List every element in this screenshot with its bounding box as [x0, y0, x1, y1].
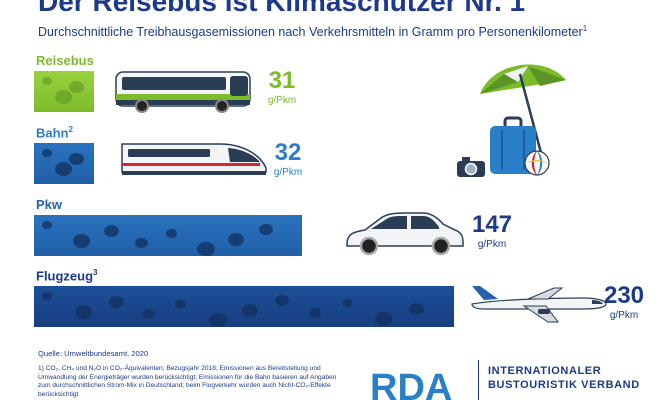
smoke-puff — [68, 153, 84, 165]
bus-icon — [115, 71, 251, 113]
smoke-puff — [68, 81, 84, 93]
footnotes: Quelle: Umweltbundesamt, 2020 1) CO₂, CH… — [38, 349, 338, 400]
airplane-icon — [471, 286, 607, 323]
car-icon — [346, 212, 464, 256]
rda-logo: RDA — [370, 367, 452, 400]
value-label-pkw: 147 — [471, 211, 513, 238]
unit-label-pkw: g/Pkm — [477, 239, 507, 250]
source-note: Quelle: Umweltbundesamt, 2020 — [38, 349, 149, 358]
page-title: Der Reisebus ist Klimaschützer Nr. 1 — [38, 0, 526, 17]
smoke-puff — [73, 234, 90, 248]
smoke-puff — [408, 303, 424, 315]
unit-label-bahn: g/Pkm — [273, 167, 303, 178]
smoke-puff — [108, 296, 124, 308]
unit-label-reisebus: g/Pkm — [267, 95, 297, 106]
train-icon — [121, 143, 267, 175]
smoke-puff — [55, 90, 73, 104]
unit-label-flugzeug: g/Pkm — [609, 310, 639, 321]
category-label-pkw: Pkw — [36, 197, 63, 212]
value-label-flugzeug: 230 — [603, 282, 645, 309]
smoke-puff — [55, 162, 73, 176]
smoke-puff — [208, 313, 227, 327]
footnote-1: 1) CO₂, CH₄ und N₂O in CO₂-Äquivalenten;… — [38, 364, 337, 399]
smoke-puff — [228, 233, 244, 246]
smoke-puff — [342, 299, 352, 307]
smoke-puff — [142, 309, 155, 320]
camera-icon — [457, 157, 485, 177]
smoke-puff — [275, 295, 290, 307]
beach-umbrella-icon — [480, 64, 566, 165]
page-subtitle: Durchschnittliche Treibhausgasemissionen… — [38, 24, 588, 40]
org-name: INTERNATIONALER BUSTOURISTIK VERBAND — [488, 365, 640, 391]
category-label-bahn: Bahn2 — [36, 125, 73, 141]
smoke-puff — [42, 292, 52, 300]
smoke-puff — [375, 312, 393, 326]
smoke-puff — [259, 224, 273, 236]
beach-ball-icon — [524, 150, 550, 176]
value-label-reisebus: 31 — [268, 67, 296, 94]
bar-reisebus — [34, 71, 94, 112]
smoke-puff — [42, 149, 52, 157]
smoke-puff — [166, 229, 177, 238]
smoke-puff — [242, 304, 258, 317]
value-label-bahn: 32 — [274, 139, 302, 166]
smoke-puff — [42, 221, 52, 229]
svg-text:RDA: RDA — [370, 367, 452, 400]
category-label-reisebus: Reisebus — [36, 53, 94, 68]
smoke-puff — [75, 305, 93, 319]
category-label-flugzeug: Flugzeug3 — [36, 268, 98, 284]
smoke-puff — [104, 225, 119, 237]
smoke-puff — [135, 238, 148, 249]
smoke-puff — [308, 308, 321, 318]
bar-bahn — [34, 143, 94, 184]
smoke-puff — [175, 300, 187, 309]
smoke-puff — [42, 77, 52, 85]
bar-flugzeug — [34, 286, 454, 327]
smoke-puff — [197, 242, 215, 256]
logo-divider — [478, 360, 479, 400]
bar-pkw — [34, 215, 302, 256]
